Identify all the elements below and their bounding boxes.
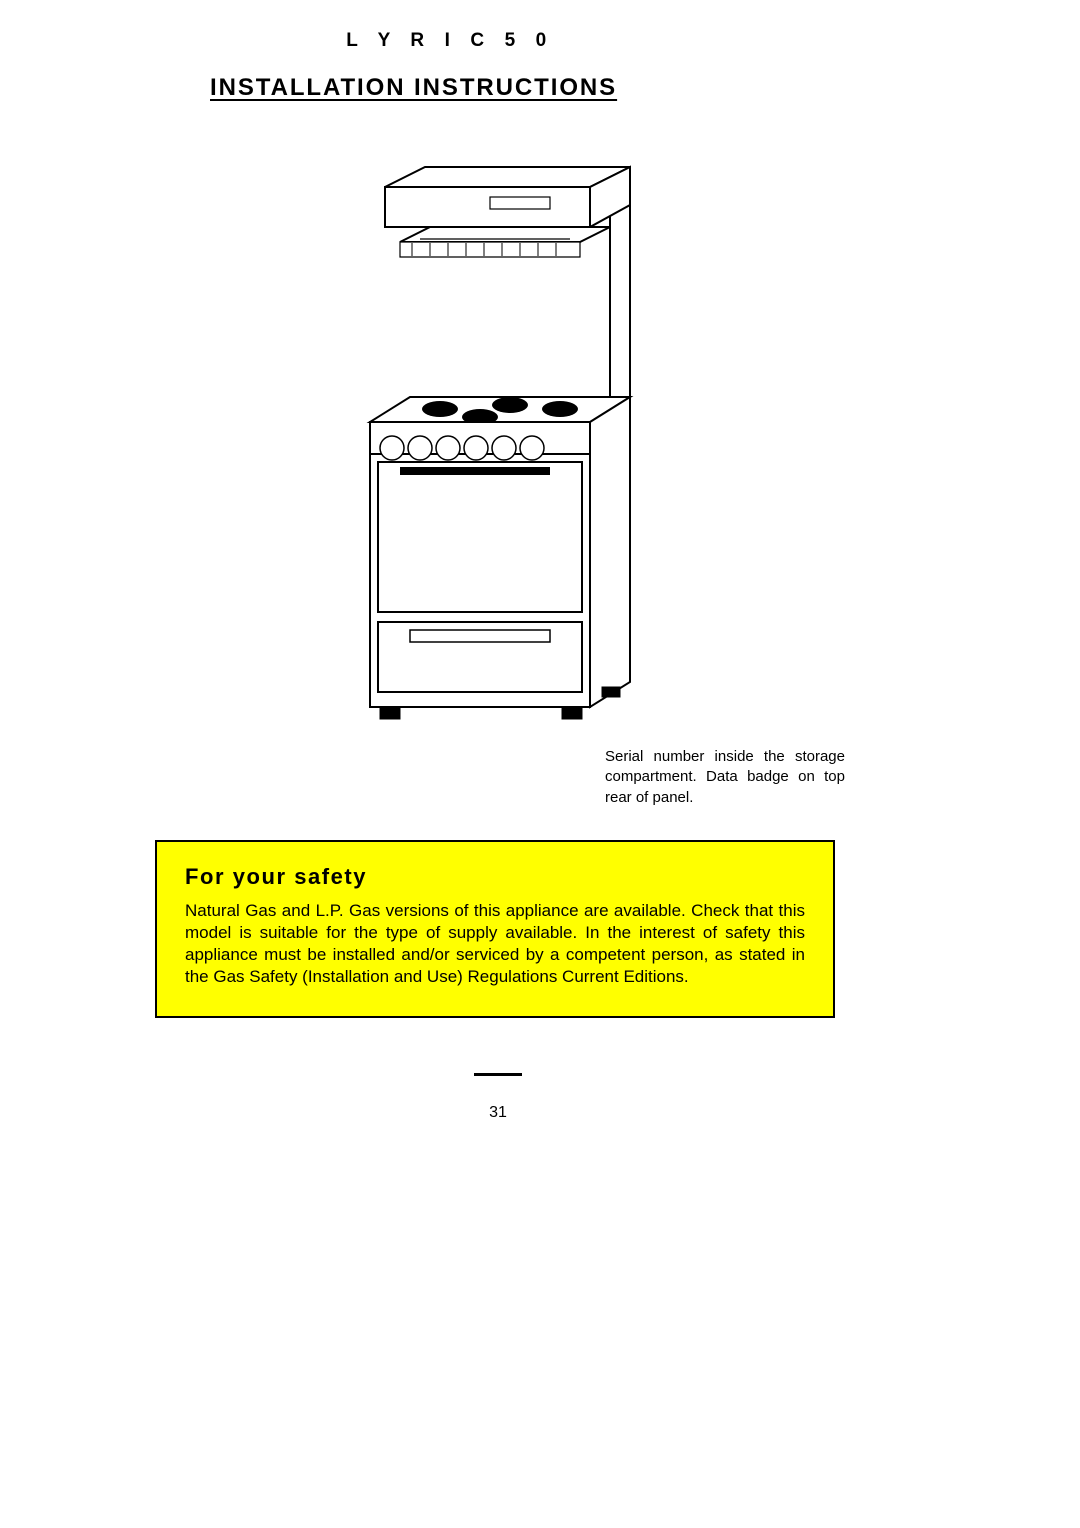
page-number-rule: [474, 1073, 522, 1076]
illustration-caption: Serial number inside the storage compart…: [605, 747, 845, 808]
section-title: INSTALLATION INSTRUCTIONS: [210, 74, 1080, 102]
product-name-header: L Y R I C 5 0: [300, 30, 600, 52]
safety-callout-body: Natural Gas and L.P. Gas versions of thi…: [185, 900, 805, 988]
cooker-illustration: [330, 147, 670, 727]
safety-callout: For your safety Natural Gas and L.P. Gas…: [155, 840, 835, 1018]
safety-callout-title: For your safety: [185, 864, 805, 890]
page-number-block: 31: [468, 1073, 528, 1122]
cooker-line-art-icon: [330, 147, 670, 727]
page-number: 31: [468, 1104, 528, 1122]
